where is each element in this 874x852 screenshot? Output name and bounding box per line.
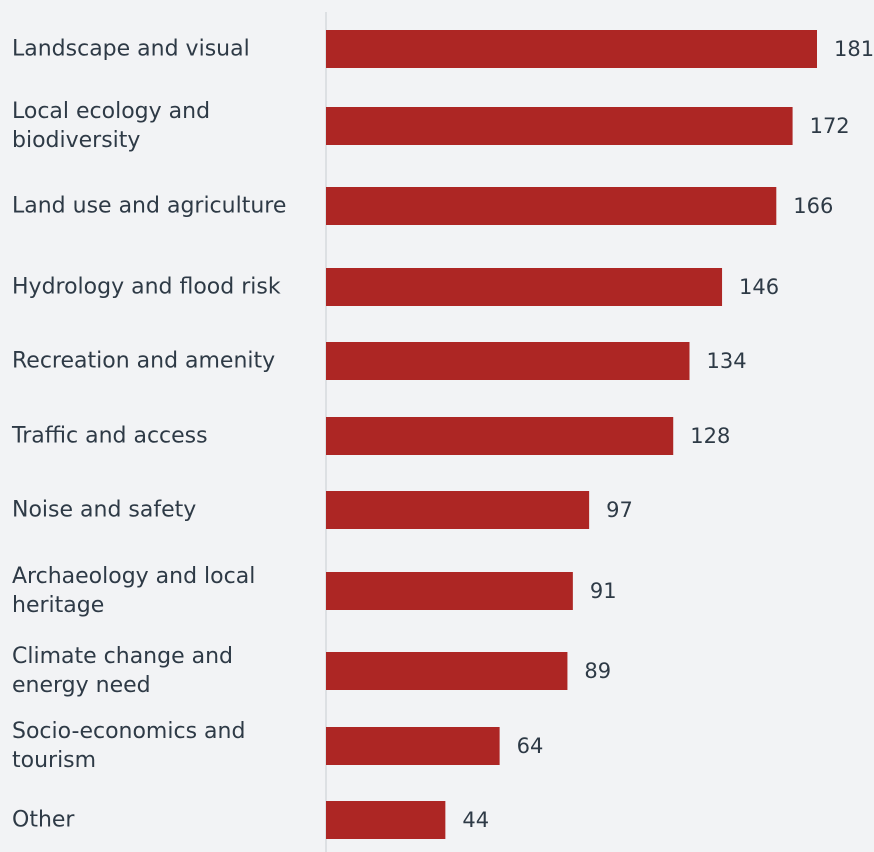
bar (326, 107, 793, 145)
bar (326, 491, 590, 529)
bar (326, 727, 500, 765)
bar-value-label: 172 (810, 114, 850, 138)
bar (326, 417, 674, 455)
bar-value-label: 181 (834, 37, 874, 61)
category-label: Noise and safety (12, 498, 196, 523)
bar-value-label: 89 (584, 659, 611, 683)
category-label: Land use and agriculture (12, 194, 286, 219)
category-label: Hydrology and flood risk (12, 275, 281, 300)
category-label: Socio-economics and tourism (12, 719, 245, 773)
bar-value-label: 91 (590, 579, 617, 603)
bar (326, 268, 723, 306)
bar (326, 342, 690, 380)
category-label: Other (12, 808, 75, 833)
bar (326, 572, 573, 610)
bar-value-label: 64 (517, 734, 544, 758)
bar-value-label: 44 (462, 808, 489, 832)
bar-value-label: 128 (690, 424, 730, 448)
bars-group: 181 Landscape and visual 172 Local ecology … (11, 30, 874, 839)
bar-value-label: 97 (606, 498, 633, 522)
category-label: Archaeology and local heritage (12, 564, 255, 618)
category-label: Recreation and amenity (12, 349, 275, 374)
bar (326, 30, 817, 68)
category-label: Local ecology and biodiversity (12, 99, 210, 153)
bar-value-label: 166 (793, 194, 833, 218)
bar-value-label: 134 (707, 349, 747, 373)
bar (326, 652, 568, 690)
bar-value-label: 146 (739, 275, 779, 299)
bar (326, 801, 446, 839)
category-label: Climate change and energy need (12, 644, 233, 698)
category-label: Traffic and access (11, 424, 208, 449)
category-label: Landscape and visual (12, 37, 250, 62)
bar (326, 187, 777, 225)
